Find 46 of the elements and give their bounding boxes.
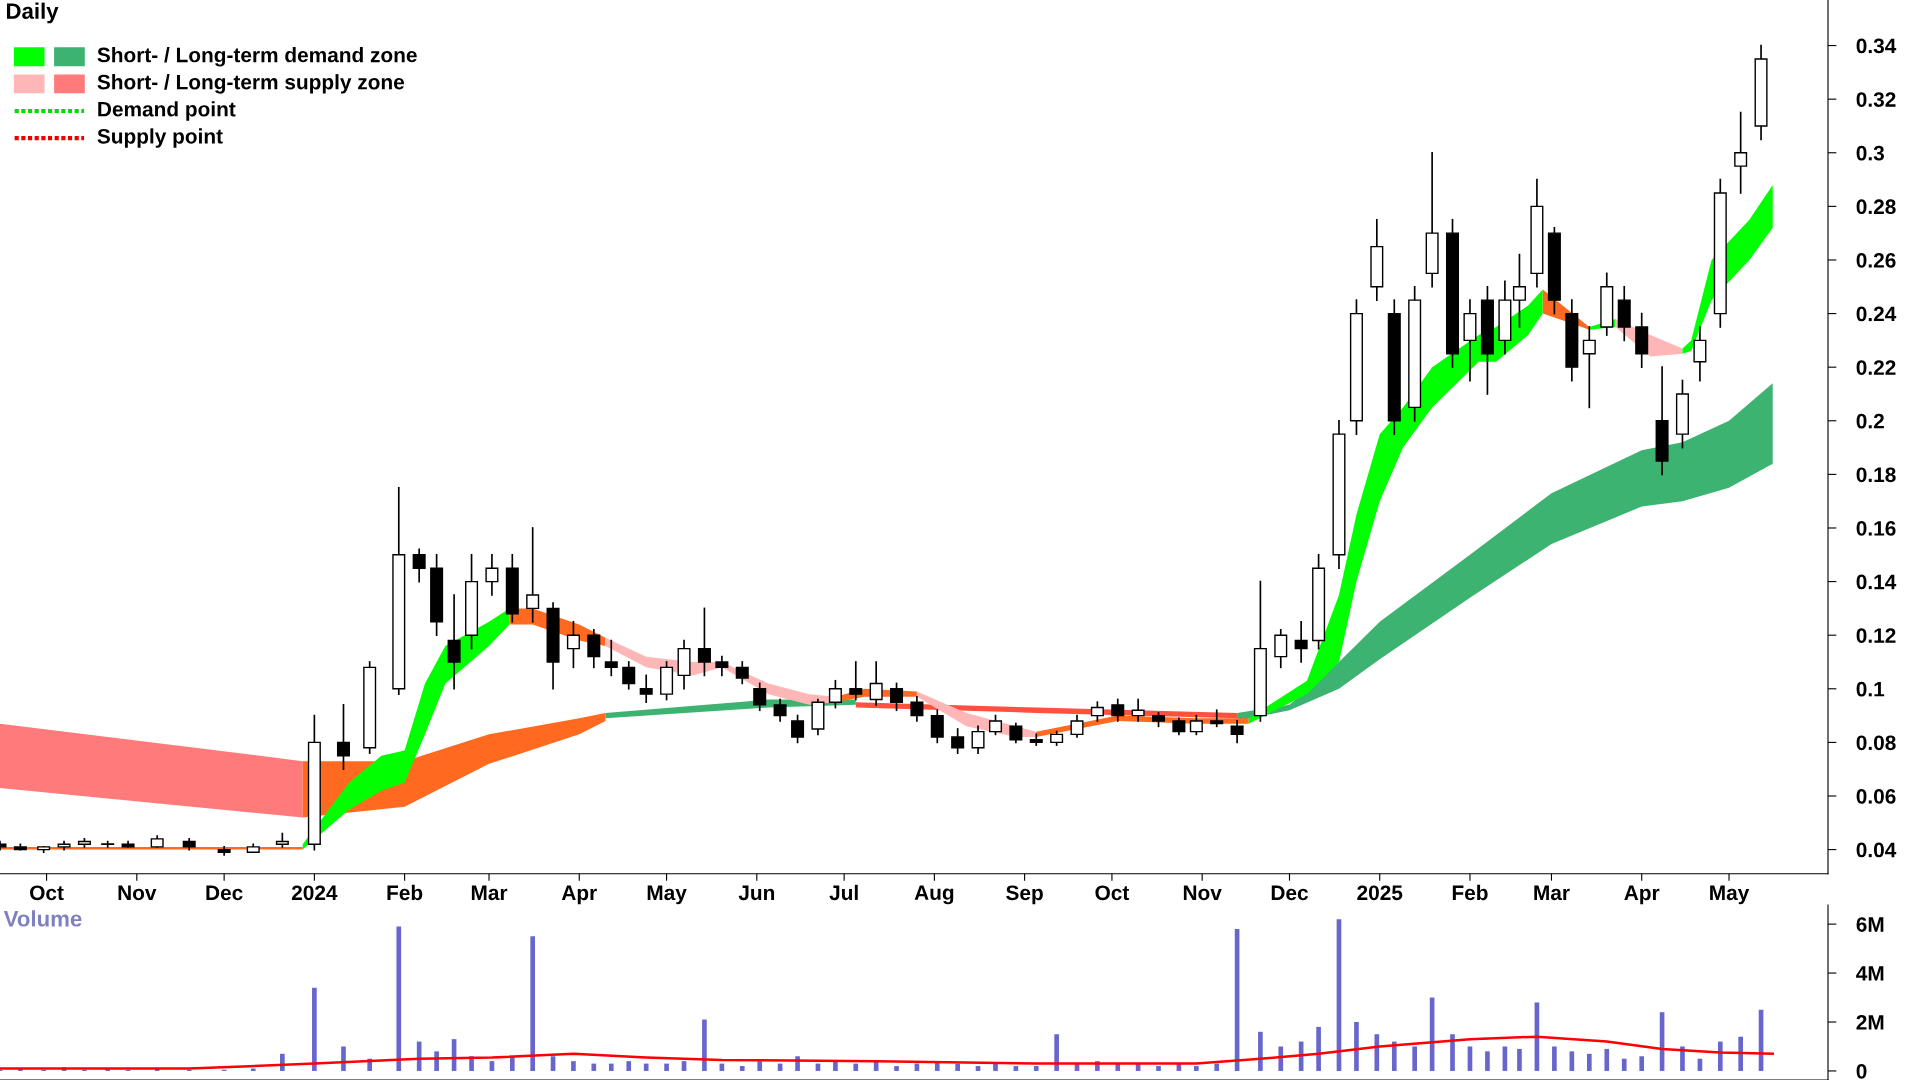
y-tick-label: 0.3 <box>1856 145 1884 161</box>
y-tick-label: 2M <box>1856 1015 1884 1030</box>
x-tick-label: Mar <box>471 885 508 901</box>
y-tick-label: 0.28 <box>1856 199 1896 215</box>
chart-title: Volume <box>3 910 82 927</box>
x-tick-label: Feb <box>387 884 423 901</box>
y-tick-label: 6M <box>1856 917 1884 932</box>
x-tick-label: Nov <box>118 885 157 901</box>
x-tick-label: Mar <box>1534 885 1570 901</box>
x-tick-label: Jun <box>738 885 775 901</box>
annotation: Short- / Long-term supply zone <box>97 74 405 94</box>
x-tick-label: Feb <box>1452 884 1488 901</box>
annotation: Supply point <box>97 128 223 148</box>
annotation: Demand point <box>98 101 236 121</box>
x-tick-label: 2024 <box>291 885 338 901</box>
x-tick-label: Apr <box>561 885 597 905</box>
x-tick-label: Dec <box>206 885 243 901</box>
y-tick-label: 0.08 <box>1856 735 1896 751</box>
y-tick-label: 0.24 <box>1856 306 1897 322</box>
x-tick-label: May <box>1710 885 1750 905</box>
x-tick-label: Oct <box>30 885 64 901</box>
y-tick-label: 0.04 <box>1856 842 1897 858</box>
chart-title: Daily <box>6 2 59 24</box>
x-tick-label: May <box>647 885 687 905</box>
y-tick-label: 0.1 <box>1856 681 1885 697</box>
x-tick-label: Apr <box>1624 885 1660 905</box>
y-tick-label: 0.2 <box>1856 413 1884 429</box>
x-tick-label: Sep <box>1006 885 1043 905</box>
annotation: Short- / Long-term demand zone <box>97 47 417 67</box>
y-tick-label: 0.22 <box>1856 360 1896 375</box>
y-tick-label: 0.26 <box>1856 252 1896 268</box>
x-tick-label: 2025 <box>1357 885 1403 901</box>
x-tick-label: Oct <box>1095 885 1130 901</box>
y-tick-label: 0.18 <box>1856 467 1896 483</box>
y-tick-label: 0 <box>1856 1063 1867 1079</box>
y-tick-label: 4M <box>1856 966 1884 981</box>
y-tick-label: 0.12 <box>1856 628 1896 643</box>
y-tick-label: 0.32 <box>1856 92 1896 107</box>
x-tick-label: Nov <box>1183 885 1222 901</box>
y-tick-label: 0.14 <box>1856 574 1897 590</box>
y-tick-label: 0.06 <box>1856 789 1896 804</box>
x-tick-label: Dec <box>1271 885 1308 901</box>
y-tick-label: 0.16 <box>1856 520 1896 536</box>
x-tick-label: Aug <box>914 885 954 905</box>
y-tick-label: 0.34 <box>1856 38 1897 54</box>
x-tick-label: Jul <box>829 884 858 901</box>
